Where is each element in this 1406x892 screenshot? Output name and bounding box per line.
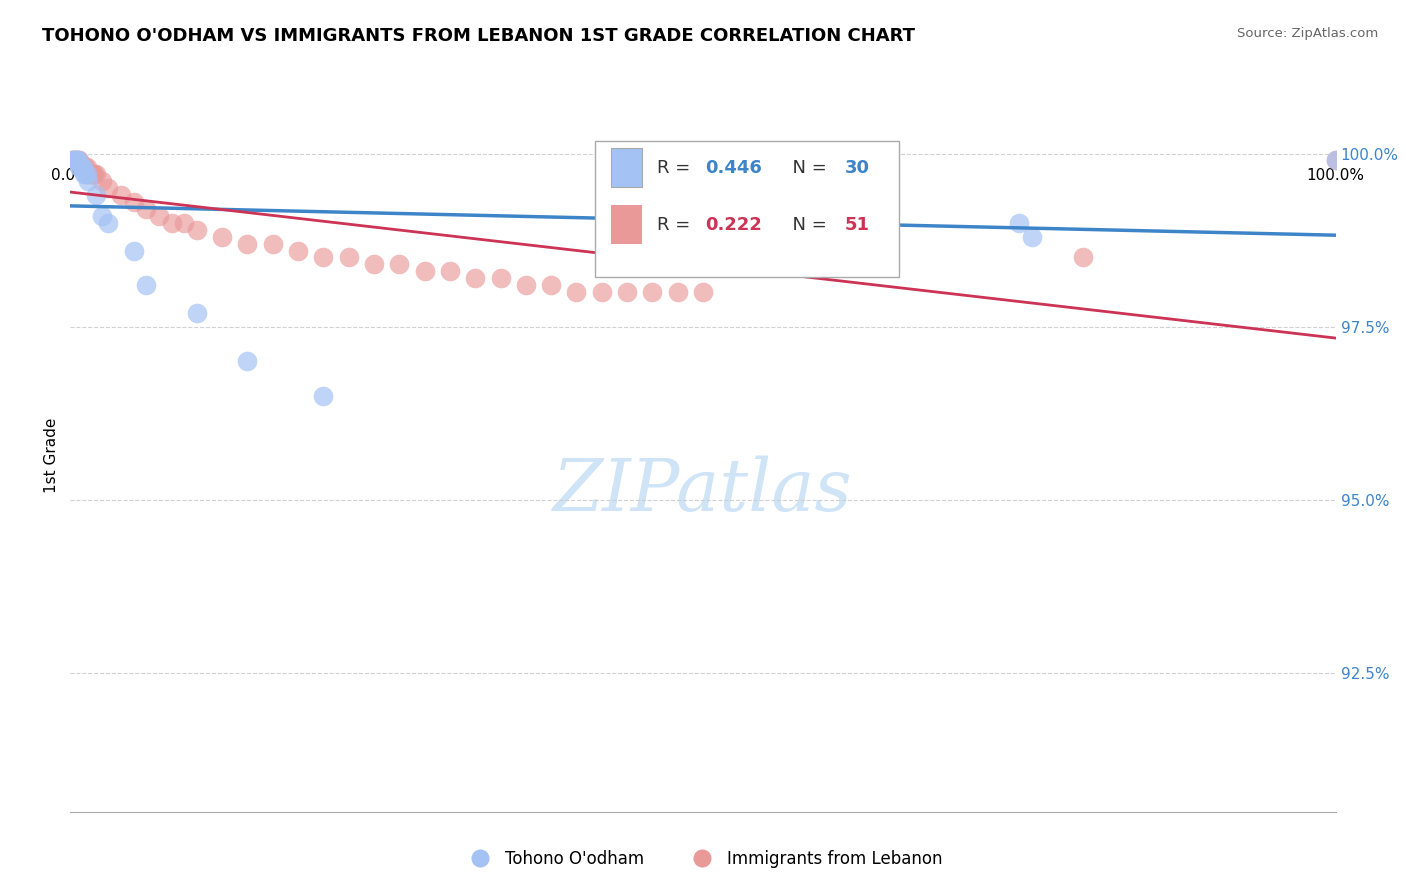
Text: Source: ZipAtlas.com: Source: ZipAtlas.com xyxy=(1237,27,1378,40)
Point xyxy=(97,181,120,195)
Point xyxy=(76,167,98,181)
Point xyxy=(84,167,107,181)
Text: 51: 51 xyxy=(845,216,870,234)
Point xyxy=(65,153,87,168)
Point xyxy=(1324,153,1347,168)
Point xyxy=(1324,153,1347,168)
Point xyxy=(70,161,93,175)
Point xyxy=(63,153,86,168)
Point xyxy=(62,153,84,168)
Point xyxy=(287,244,309,258)
Point xyxy=(413,264,436,278)
Point xyxy=(135,202,157,216)
Point xyxy=(66,153,89,168)
Point xyxy=(67,161,90,175)
Text: N =: N = xyxy=(782,159,832,177)
Point xyxy=(97,216,120,230)
Point xyxy=(66,153,89,168)
Point xyxy=(65,153,87,168)
Point xyxy=(62,153,84,168)
Point xyxy=(565,285,588,299)
Point xyxy=(65,153,87,168)
Point xyxy=(692,285,714,299)
Text: 100.0%: 100.0% xyxy=(1306,168,1365,183)
Text: 30: 30 xyxy=(845,159,870,177)
Point xyxy=(211,229,233,244)
Point xyxy=(1071,251,1094,265)
Point xyxy=(77,167,100,181)
Text: ZIPatlas: ZIPatlas xyxy=(553,455,853,526)
Text: TOHONO O'ODHAM VS IMMIGRANTS FROM LEBANON 1ST GRADE CORRELATION CHART: TOHONO O'ODHAM VS IMMIGRANTS FROM LEBANO… xyxy=(42,27,915,45)
Point xyxy=(337,251,360,265)
Point xyxy=(641,285,664,299)
Point xyxy=(72,161,94,175)
Text: R =: R = xyxy=(658,216,696,234)
Point xyxy=(73,167,96,181)
Point xyxy=(388,257,411,271)
Text: R =: R = xyxy=(658,159,696,177)
Point xyxy=(591,285,613,299)
Point xyxy=(69,161,91,175)
Point xyxy=(65,153,87,168)
Point xyxy=(135,278,157,293)
Point xyxy=(110,188,132,202)
Point xyxy=(69,161,91,175)
Point xyxy=(75,167,97,181)
Point xyxy=(122,244,145,258)
Point xyxy=(312,389,335,403)
Point xyxy=(72,161,94,175)
Text: 0.222: 0.222 xyxy=(706,216,762,234)
Point xyxy=(77,174,100,188)
Point xyxy=(464,271,486,285)
FancyBboxPatch shape xyxy=(596,141,900,277)
Point xyxy=(67,153,90,168)
Point xyxy=(83,167,105,181)
Legend: Tohono O'odham, Immigrants from Lebanon: Tohono O'odham, Immigrants from Lebanon xyxy=(457,844,949,875)
Point xyxy=(63,153,86,168)
Point xyxy=(439,264,461,278)
Point xyxy=(236,236,259,251)
Point xyxy=(84,188,107,202)
Point xyxy=(186,223,208,237)
Point xyxy=(262,236,284,251)
Point xyxy=(1008,216,1031,230)
Point xyxy=(1021,229,1043,244)
FancyBboxPatch shape xyxy=(610,205,643,244)
Point xyxy=(90,174,114,188)
Text: 0.0%: 0.0% xyxy=(51,168,90,183)
Point xyxy=(70,161,93,175)
Point xyxy=(76,161,98,175)
Point xyxy=(148,209,170,223)
Point xyxy=(160,216,183,230)
Point xyxy=(489,271,512,285)
Point xyxy=(236,354,259,368)
Text: 0.446: 0.446 xyxy=(706,159,762,177)
Point xyxy=(82,167,104,181)
FancyBboxPatch shape xyxy=(610,148,643,187)
Point xyxy=(79,167,101,181)
Point xyxy=(80,167,103,181)
Point xyxy=(515,278,537,293)
Point xyxy=(186,306,208,320)
Point xyxy=(666,285,689,299)
Text: N =: N = xyxy=(782,216,832,234)
Point xyxy=(75,161,97,175)
Point xyxy=(73,161,96,175)
Point xyxy=(312,251,335,265)
Point xyxy=(540,278,562,293)
Point xyxy=(173,216,195,230)
Point xyxy=(60,153,83,168)
Y-axis label: 1st Grade: 1st Grade xyxy=(44,417,59,492)
Point xyxy=(363,257,385,271)
Point xyxy=(90,209,114,223)
Point xyxy=(616,285,638,299)
Point xyxy=(79,167,101,181)
Point xyxy=(122,195,145,210)
